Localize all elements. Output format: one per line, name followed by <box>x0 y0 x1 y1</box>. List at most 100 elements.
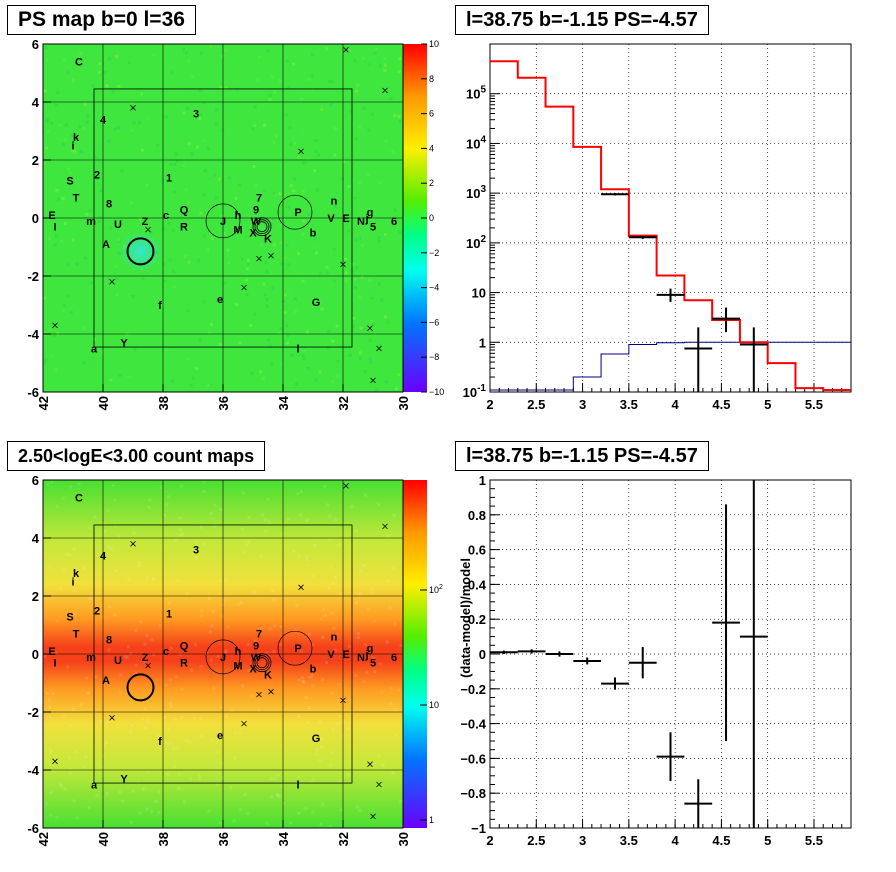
map1-pixel <box>329 103 333 107</box>
map1-minor-source-marker <box>109 279 115 285</box>
map1-pixel <box>303 227 307 231</box>
map2-pixel <box>306 721 310 725</box>
map2-pixel <box>393 708 397 712</box>
map1-pixel <box>268 344 272 348</box>
map2-pixel <box>282 801 286 805</box>
map1-pixel <box>306 330 310 334</box>
map1-pixel <box>243 218 247 222</box>
map2-pixel <box>167 615 171 619</box>
map1-pixel <box>66 263 70 267</box>
map2-pixel <box>145 807 149 811</box>
map1-pixel <box>79 150 83 154</box>
map2-source-label: E <box>342 649 349 661</box>
map1-pixel <box>146 125 150 129</box>
map1-pixel <box>291 189 295 193</box>
map1-pixel <box>312 231 316 235</box>
map1-pixel <box>67 254 71 258</box>
map2-pixel <box>99 719 103 723</box>
map1-pixel <box>290 255 294 259</box>
map1-pixel <box>313 169 317 173</box>
map1-pixel <box>318 370 322 374</box>
map1-pixel <box>318 302 322 306</box>
map1-source-label: 5 <box>370 222 376 234</box>
map2-pixel <box>180 715 184 719</box>
map2-pixel <box>49 749 53 753</box>
map1-pixel <box>70 134 74 138</box>
map2-pixel <box>319 617 323 621</box>
map1-colorbar-label: 2 <box>429 178 434 188</box>
map1-source-label: J <box>220 216 226 228</box>
map1-pixel <box>366 173 370 177</box>
map1-pixel <box>93 337 97 341</box>
map1-pixel <box>312 314 316 318</box>
map2-x-tick-label: 32 <box>336 832 351 846</box>
map2-pixel <box>199 525 203 529</box>
map2-pixel <box>328 537 332 541</box>
map1-pixel <box>283 293 287 297</box>
map2-title: 2.50<logE<3.00 count maps <box>7 441 266 471</box>
map1-pixel <box>104 117 108 121</box>
map2-source-label: R <box>180 658 188 670</box>
map1-pixel <box>199 112 203 116</box>
map1-minor-source-marker <box>256 255 262 262</box>
map2-pixel <box>272 650 276 654</box>
map1-pixel <box>130 101 134 105</box>
map1-pixel <box>266 49 270 53</box>
map2-pixel <box>372 656 376 660</box>
map1-pixel <box>174 152 178 156</box>
map1-pixel <box>149 131 153 135</box>
map2-pixel <box>194 643 198 647</box>
map2-pixel <box>311 574 315 578</box>
map2-source-label: M <box>233 661 242 673</box>
map1-pixel <box>227 176 231 180</box>
map2-pixel <box>164 683 168 687</box>
map1-pixel <box>245 293 249 297</box>
map2-pixel <box>296 775 300 779</box>
map2-pixel <box>300 676 304 680</box>
map2-pixel <box>55 619 59 623</box>
map2-pixel <box>232 819 236 823</box>
map1-pixel <box>54 368 58 372</box>
map1-pixel <box>70 44 74 48</box>
map1-pixel <box>347 184 351 188</box>
map2-pixel <box>340 769 344 773</box>
map2-pixel <box>238 731 242 735</box>
map1-pixel <box>357 181 361 185</box>
map1-pixel <box>45 146 49 150</box>
spectrum-y-tick-label: 10 <box>472 286 486 301</box>
map2-pixel <box>322 484 326 488</box>
map2-source-circle <box>205 639 241 675</box>
map1-pixel <box>280 262 284 266</box>
map2-pixel <box>138 620 142 624</box>
map2-pixel <box>292 549 296 553</box>
map2-pixel <box>71 708 75 712</box>
map1-pixel <box>377 282 381 286</box>
map1-pixel <box>363 370 367 374</box>
residual-y-tick-label: −0.2 <box>460 682 486 697</box>
map2-pixel <box>117 534 121 538</box>
map2-pixel <box>392 566 396 570</box>
map1-pixel <box>56 197 60 201</box>
map1-pixel <box>130 128 134 132</box>
map1-source-circle <box>256 221 268 233</box>
map1-pixel <box>272 217 276 221</box>
map2-pixel <box>198 777 202 781</box>
map2-pixel <box>194 556 198 560</box>
map1-pixel <box>264 261 268 265</box>
map2-pixel <box>260 513 264 517</box>
map1-pixel <box>355 89 359 93</box>
map2-pixel <box>180 661 184 665</box>
map1-x-tick-label: 38 <box>156 396 171 410</box>
map2-minor-source-marker <box>382 523 388 530</box>
map2-pixel <box>299 489 303 493</box>
map2-pixel <box>389 686 393 690</box>
map1-pixel <box>186 106 190 110</box>
map2-pixel <box>299 513 303 517</box>
map1-pixel <box>234 196 238 200</box>
map1-pixel <box>91 84 95 88</box>
map2-pixel <box>364 670 368 674</box>
spectrum-y-tick-label: 102 <box>466 234 486 251</box>
map1-pixel <box>83 216 87 220</box>
map1-pixel <box>90 340 94 344</box>
map2-pixel <box>338 779 342 783</box>
